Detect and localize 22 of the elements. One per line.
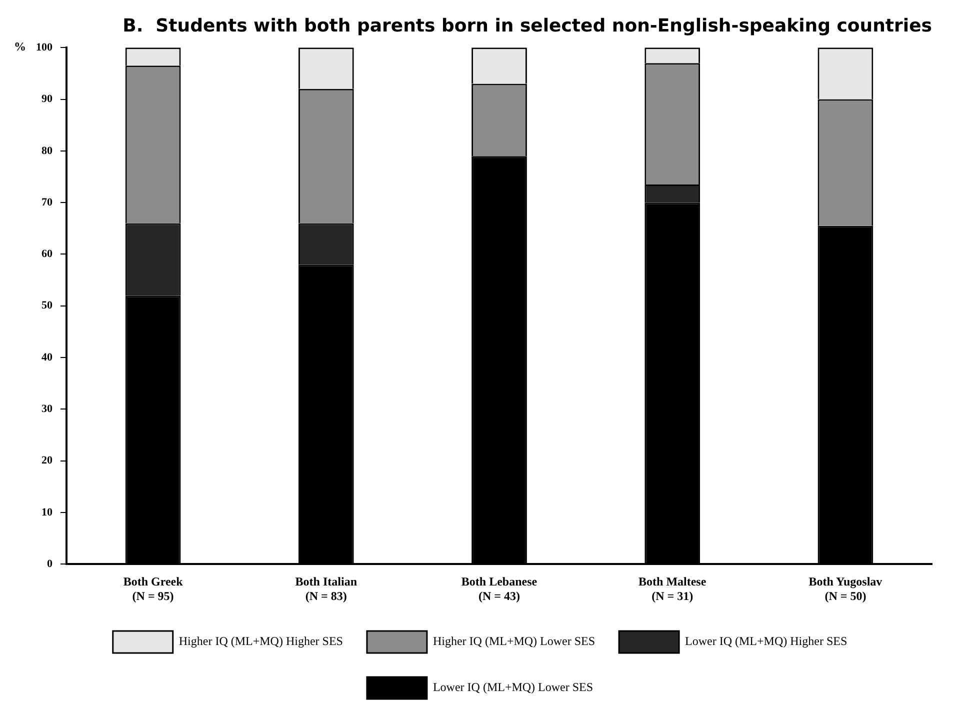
y-tick-label: 60 bbox=[42, 248, 53, 260]
chart-title: B. Students with both parents born in selected non-English-speaking countries bbox=[122, 15, 932, 36]
y-tick-label: 0 bbox=[47, 558, 53, 570]
legend-label: Lower IQ (ML+MQ) Lower SES bbox=[432, 680, 594, 694]
legend-label: Higher IQ (ML+MQ) Higher SES bbox=[178, 634, 343, 648]
x-tick-label: Both Yugoslav (N = 50) bbox=[808, 574, 882, 603]
legend-label: Higher IQ (ML+MQ) Lower SES bbox=[432, 634, 596, 648]
y-tick-label: 10 bbox=[42, 506, 53, 518]
y-tick-label: 20 bbox=[42, 454, 53, 467]
legend-label: Lower IQ (ML+MQ) Higher SES bbox=[685, 634, 848, 648]
y-axis-title: % bbox=[14, 40, 26, 54]
y-tick-label: 50 bbox=[42, 300, 53, 312]
x-tick-label: Both Maltese (N = 31) bbox=[638, 574, 707, 603]
y-tick-label: 90 bbox=[42, 93, 53, 106]
y-tick-label: 70 bbox=[42, 196, 53, 208]
x-tick-label: Both Italian (N = 83) bbox=[295, 574, 358, 603]
x-tick-label: Both Lebanese (N = 43) bbox=[461, 574, 538, 603]
y-tick-label: 100 bbox=[36, 41, 53, 54]
y-tick-label: 40 bbox=[42, 351, 53, 364]
x-tick-label: Both Greek (N = 95) bbox=[123, 574, 184, 603]
y-tick-label: 80 bbox=[42, 144, 53, 157]
y-tick-label: 30 bbox=[42, 403, 53, 416]
